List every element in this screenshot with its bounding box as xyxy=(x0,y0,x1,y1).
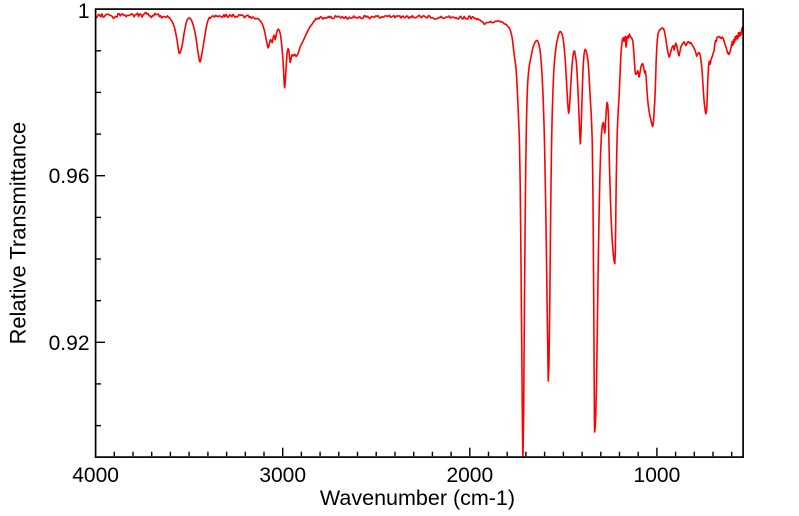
svg-text:2000: 2000 xyxy=(446,464,493,487)
svg-text:3000: 3000 xyxy=(259,464,306,487)
svg-text:1: 1 xyxy=(78,0,90,23)
svg-text:Wavenumber (cm-1): Wavenumber (cm-1) xyxy=(320,486,515,510)
svg-text:0.92: 0.92 xyxy=(49,332,90,355)
svg-text:1000: 1000 xyxy=(634,464,681,487)
svg-text:Relative Transmittance: Relative Transmittance xyxy=(6,122,31,345)
svg-text:0.96: 0.96 xyxy=(49,165,90,188)
svg-text:4000: 4000 xyxy=(72,464,119,487)
